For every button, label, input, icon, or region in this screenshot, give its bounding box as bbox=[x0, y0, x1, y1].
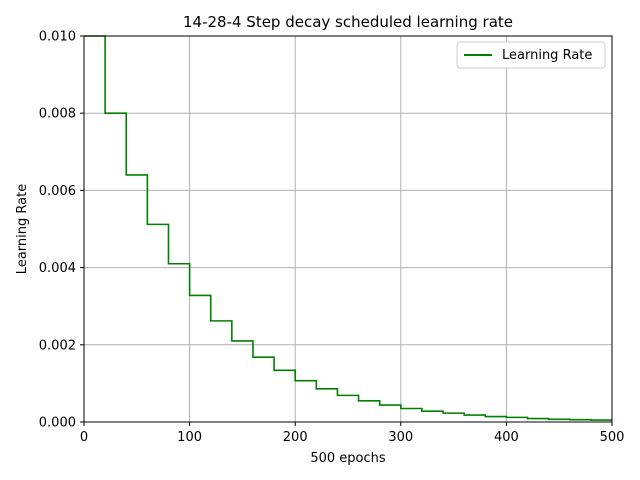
legend-label: Learning Rate bbox=[502, 48, 592, 63]
x-tick-label: 500 bbox=[600, 430, 625, 445]
series-layer bbox=[84, 35, 612, 421]
x-tick-label: 200 bbox=[283, 430, 308, 445]
y-tick-label: 0.006 bbox=[39, 184, 76, 199]
y-tick-label: 0.002 bbox=[39, 338, 76, 353]
chart-title: 14-28-4 Step decay scheduled learning ra… bbox=[183, 13, 513, 31]
y-axis-ticks: 0.000 0.002 0.004 0.006 0.008 0.010 bbox=[39, 30, 84, 431]
y-tick-label: 0.004 bbox=[39, 261, 76, 276]
legend-box bbox=[456, 41, 606, 69]
x-tick-label: 100 bbox=[177, 430, 202, 445]
legend: Learning Rate bbox=[456, 41, 606, 69]
x-tick-label: 300 bbox=[388, 430, 413, 445]
x-axis-ticks: 0 100 200 300 400 500 bbox=[80, 422, 625, 445]
y-tick-label: 0.008 bbox=[39, 107, 76, 122]
series-line-0 bbox=[84, 35, 612, 421]
x-tick-label: 400 bbox=[494, 430, 519, 445]
x-axis-label: 500 epochs bbox=[310, 451, 386, 466]
x-tick-label: 0 bbox=[80, 430, 88, 445]
y-axis-label: Learning Rate bbox=[15, 184, 30, 274]
y-tick-label: 0.010 bbox=[39, 30, 76, 45]
plot-frame bbox=[83, 35, 613, 423]
y-tick-label: 0.000 bbox=[39, 416, 76, 431]
